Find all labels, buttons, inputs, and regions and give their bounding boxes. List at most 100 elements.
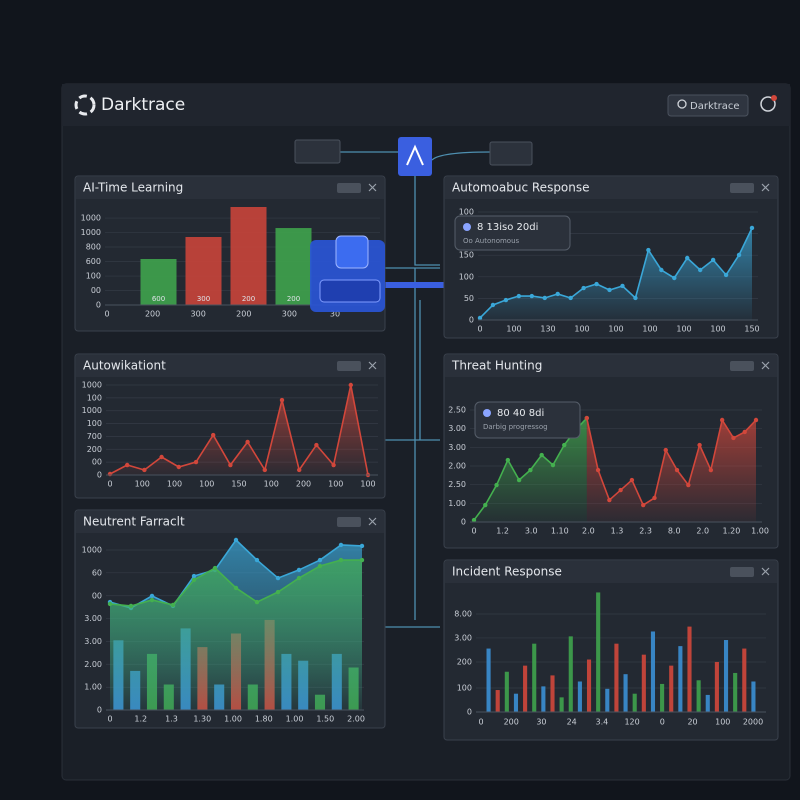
point xyxy=(128,603,134,609)
y-tick-label: 100 xyxy=(457,683,472,692)
tooltip-icon xyxy=(483,409,491,417)
x-tick-label: 100 xyxy=(676,325,691,334)
bar-label: 300 xyxy=(197,295,210,303)
panel-title: Threat Hunting xyxy=(451,359,542,373)
panel-title: Neutrent Farraclt xyxy=(83,515,185,529)
y-tick-label: 0 xyxy=(467,708,472,717)
y-tick-label: 3.00 xyxy=(454,633,472,642)
panel-menu xyxy=(730,361,754,371)
panel xyxy=(443,559,779,741)
x-tick-label: 100 xyxy=(264,480,279,489)
tooltip-title: 80 40 8di xyxy=(497,408,544,419)
x-tick-label: 130 xyxy=(540,325,555,334)
point xyxy=(505,457,511,463)
point xyxy=(193,459,199,465)
profile-icon[interactable] xyxy=(760,96,776,112)
bar xyxy=(650,631,656,712)
x-tick-label: 1.2 xyxy=(496,527,509,536)
search-label: Darktrace xyxy=(690,101,740,112)
panel-header xyxy=(445,355,777,377)
search-button[interactable] xyxy=(667,94,749,117)
tooltip-title: 8 13iso 20di xyxy=(477,222,538,233)
point xyxy=(736,252,742,258)
point xyxy=(595,467,601,473)
y-tick-label: 00 xyxy=(92,458,102,467)
bar xyxy=(586,659,592,712)
bar xyxy=(678,646,683,712)
y-tick-label: 0 xyxy=(97,706,102,715)
bar xyxy=(486,648,491,712)
y-tick-label: 8.00 xyxy=(454,610,472,619)
point xyxy=(663,447,668,453)
point xyxy=(159,454,164,460)
x-tick-label: 120 xyxy=(624,718,639,727)
point xyxy=(142,467,147,473)
panel-menu xyxy=(730,567,754,577)
point xyxy=(568,295,573,301)
point xyxy=(584,415,589,421)
bar xyxy=(577,681,582,712)
x-tick-label: 100 xyxy=(642,325,657,334)
x-tick-label: 100 xyxy=(608,325,623,334)
x-tick-label: 0 xyxy=(478,718,483,727)
point xyxy=(503,297,509,303)
x-tick-label: 1.80 xyxy=(255,715,273,724)
bar xyxy=(751,681,756,712)
y-tick-label: 1.00 xyxy=(84,683,102,692)
bar xyxy=(641,654,646,712)
panel-header xyxy=(76,355,384,377)
x-tick-label: 100 xyxy=(715,718,730,727)
point xyxy=(562,442,567,448)
x-tick-label: 100 xyxy=(360,480,375,489)
y-tick-label: 2.50 xyxy=(448,480,466,489)
x-tick-label: 8.0 xyxy=(668,527,681,536)
point xyxy=(149,593,155,599)
point xyxy=(529,293,535,299)
x-tick-label: 0 xyxy=(477,325,482,334)
point xyxy=(607,497,612,503)
tooltip xyxy=(474,401,581,439)
point xyxy=(348,382,353,388)
bar xyxy=(696,680,701,712)
y-tick-label: 0 xyxy=(461,518,466,527)
x-tick-label: 2000 xyxy=(743,718,763,727)
area-fill xyxy=(110,385,368,475)
panel-title: Automoabuc Response xyxy=(452,181,590,195)
bar xyxy=(742,648,747,712)
panel-close xyxy=(761,361,770,370)
point xyxy=(731,435,736,441)
point xyxy=(338,542,344,548)
panel-close xyxy=(368,361,377,370)
panel-menu xyxy=(337,361,361,371)
point xyxy=(149,597,155,603)
panel-menu xyxy=(337,517,361,527)
x-tick-label: 300 xyxy=(191,310,206,319)
point xyxy=(254,557,260,563)
y-tick-label: 60 xyxy=(92,568,102,577)
bar xyxy=(513,693,519,712)
point xyxy=(176,464,181,470)
point xyxy=(539,452,544,458)
tooltip-icon xyxy=(463,223,471,231)
point xyxy=(528,467,533,473)
point xyxy=(594,281,599,287)
point xyxy=(633,295,638,301)
point xyxy=(233,537,239,543)
x-tick-label: 100 xyxy=(506,325,521,334)
bar-label: 600 xyxy=(152,295,165,303)
y-tick-label: 00 xyxy=(91,286,101,295)
point xyxy=(674,467,680,473)
bar xyxy=(733,672,738,712)
bar xyxy=(550,675,555,712)
line xyxy=(479,227,753,319)
point xyxy=(471,517,477,523)
point xyxy=(742,429,747,435)
widget-card xyxy=(319,279,381,303)
point xyxy=(359,557,365,563)
y-tick-label: 3.00 xyxy=(84,637,102,646)
panel-close xyxy=(761,183,770,192)
x-tick-label: 30 xyxy=(330,310,340,319)
bar-label: 200 xyxy=(242,295,255,303)
point xyxy=(275,589,281,595)
x-tick-label: 1.20 xyxy=(722,527,740,536)
